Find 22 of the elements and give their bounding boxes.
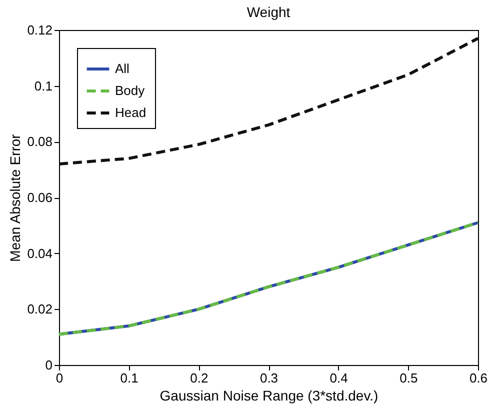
x-tick-label: 0.1 — [120, 370, 138, 386]
x-axis-title: Gaussian Noise Range (3*std.dev.) — [160, 388, 378, 404]
x-tick-label: 0.6 — [469, 370, 488, 386]
y-tick-label: 0.04 — [27, 246, 52, 261]
y-tick-label: 0 — [45, 358, 52, 372]
x-tick-label: 0.2 — [190, 370, 208, 386]
y-tick-label: 0.12 — [27, 22, 52, 38]
x-tick-label: 0.4 — [330, 370, 348, 386]
line-series — [58, 221, 480, 336]
legend-label: Head — [115, 105, 146, 120]
legend-label: All — [115, 61, 130, 76]
legend-label: Body — [115, 83, 146, 98]
x-tick-label: 0.3 — [260, 370, 278, 386]
y-tick-label: 0.1 — [34, 78, 52, 94]
x-tick-label: 0 — [56, 370, 64, 386]
y-tick-label: 0.06 — [27, 190, 52, 205]
y-axis-title: Mean Absolute Error — [7, 134, 24, 262]
x-tick-label: 0.5 — [400, 370, 418, 386]
y-tick-label: 0.02 — [27, 302, 52, 317]
line-series — [58, 36, 480, 166]
chart-title: Weight — [246, 4, 290, 20]
y-tick-label: 0.08 — [27, 134, 52, 150]
